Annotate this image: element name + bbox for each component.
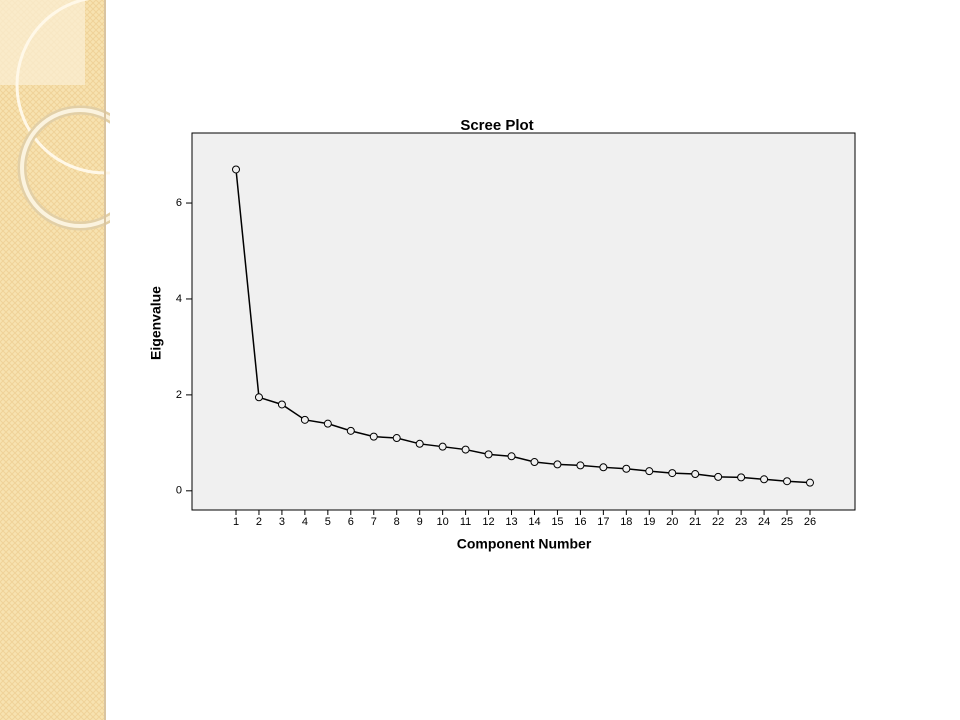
data-point: [714, 472, 723, 481]
x-tick-label: 16: [574, 516, 586, 528]
data-point: [645, 467, 654, 476]
x-tick-label: 4: [302, 516, 308, 528]
y-tick-label: 4: [176, 293, 182, 305]
x-tick-label: 3: [279, 516, 285, 528]
x-tick-label: 2: [256, 516, 262, 528]
data-point: [553, 460, 562, 469]
x-tick-label: 1: [233, 516, 239, 528]
data-point: [369, 432, 378, 441]
y-tick-label: 6: [176, 197, 182, 209]
data-point: [737, 473, 746, 482]
data-point: [346, 426, 355, 435]
x-tick-label: 26: [804, 516, 816, 528]
x-tick-label: 19: [643, 516, 655, 528]
x-tick-label: 13: [505, 516, 517, 528]
data-point: [760, 475, 769, 484]
data-point: [783, 477, 792, 486]
data-point: [415, 439, 424, 448]
data-point: [599, 463, 608, 472]
decorative-panel: [0, 0, 110, 720]
x-tick-label: 18: [620, 516, 632, 528]
x-tick-label: 17: [597, 516, 609, 528]
x-tick-label: 21: [689, 516, 701, 528]
plot-area: [191, 132, 856, 511]
data-point: [232, 165, 240, 174]
data-point: [392, 434, 401, 443]
x-axis-label: Component Number: [457, 536, 592, 552]
data-point: [323, 419, 332, 428]
x-tick-label: 23: [735, 516, 747, 528]
data-point: [461, 445, 470, 454]
data-point: [277, 400, 286, 409]
data-point: [438, 442, 447, 451]
data-point: [691, 470, 700, 479]
data-point: [300, 415, 309, 424]
x-tick-label: 15: [551, 516, 563, 528]
y-tick-label: 0: [176, 485, 182, 497]
data-point: [668, 469, 677, 478]
chart-title: Scree Plot: [460, 117, 533, 134]
x-tick-label: 12: [482, 516, 494, 528]
x-tick-label: 8: [394, 516, 400, 528]
x-tick-label: 9: [417, 516, 423, 528]
y-tick-label: 2: [176, 389, 182, 401]
y-axis-label: Eigenvalue: [148, 286, 164, 360]
data-point: [254, 393, 263, 402]
data-point: [530, 458, 539, 467]
x-tick-label: 6: [348, 516, 354, 528]
x-tick-label: 7: [371, 516, 377, 528]
x-tick-label: 10: [437, 516, 449, 528]
x-tick-label: 20: [666, 516, 678, 528]
x-tick-label: 11: [460, 516, 471, 528]
data-point: [622, 464, 631, 473]
x-tick-label: 5: [325, 516, 331, 528]
data-point: [484, 450, 493, 459]
x-tick-label: 22: [712, 516, 724, 528]
x-tick-label: 14: [528, 516, 540, 528]
data-point: [576, 461, 585, 470]
x-tick-label: 25: [781, 516, 793, 528]
data-point: [806, 478, 814, 487]
data-point: [507, 452, 516, 461]
x-tick-label: 24: [758, 516, 770, 528]
